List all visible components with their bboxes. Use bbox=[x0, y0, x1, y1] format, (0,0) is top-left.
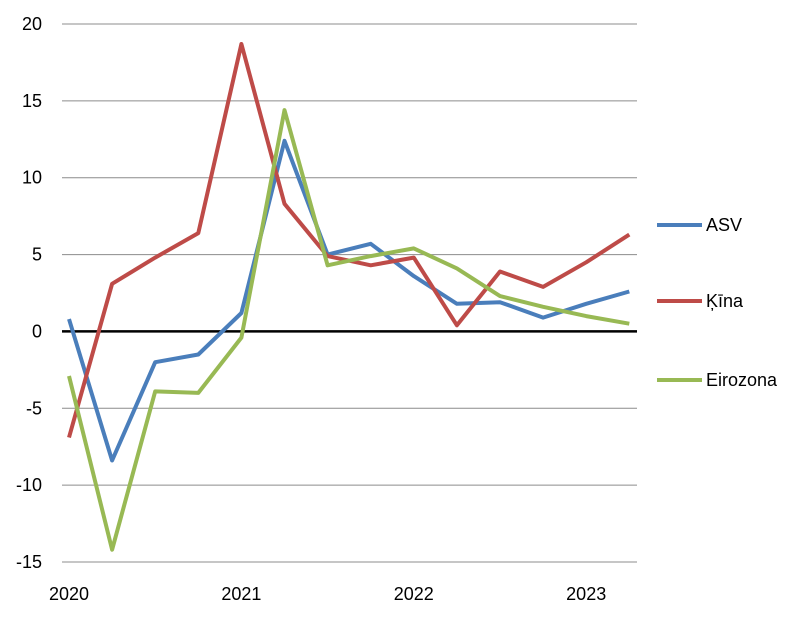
y-tick-label: 15 bbox=[22, 91, 42, 111]
legend: ASV Ķīna Eirozona bbox=[657, 215, 778, 390]
legend-label: Eirozona bbox=[706, 370, 778, 390]
gridlines bbox=[62, 23, 637, 563]
x-tick-label: 2020 bbox=[49, 584, 89, 604]
x-tick-label: 2022 bbox=[394, 584, 434, 604]
series-line-2 bbox=[67, 42, 631, 439]
y-tick-label: 10 bbox=[22, 168, 42, 188]
y-tick-label: -10 bbox=[16, 475, 42, 495]
x-tick-label: 2021 bbox=[221, 584, 261, 604]
y-tick-label: -15 bbox=[16, 552, 42, 572]
y-tick-label: -5 bbox=[26, 398, 42, 418]
legend-label: Ķīna bbox=[706, 291, 744, 311]
series-line-3 bbox=[67, 108, 630, 552]
y-tick-label: 0 bbox=[32, 321, 42, 341]
series-line-1 bbox=[67, 138, 630, 463]
y-tick-labels: 20 15 10 5 0 -5 -10 -15 bbox=[16, 14, 42, 572]
x-tick-labels: 2020 2021 2022 2023 bbox=[49, 584, 606, 604]
legend-label: ASV bbox=[706, 215, 742, 235]
series-lines bbox=[67, 42, 631, 552]
x-tick-label: 2023 bbox=[566, 584, 606, 604]
y-tick-label: 20 bbox=[22, 14, 42, 34]
y-tick-label: 5 bbox=[32, 245, 42, 265]
